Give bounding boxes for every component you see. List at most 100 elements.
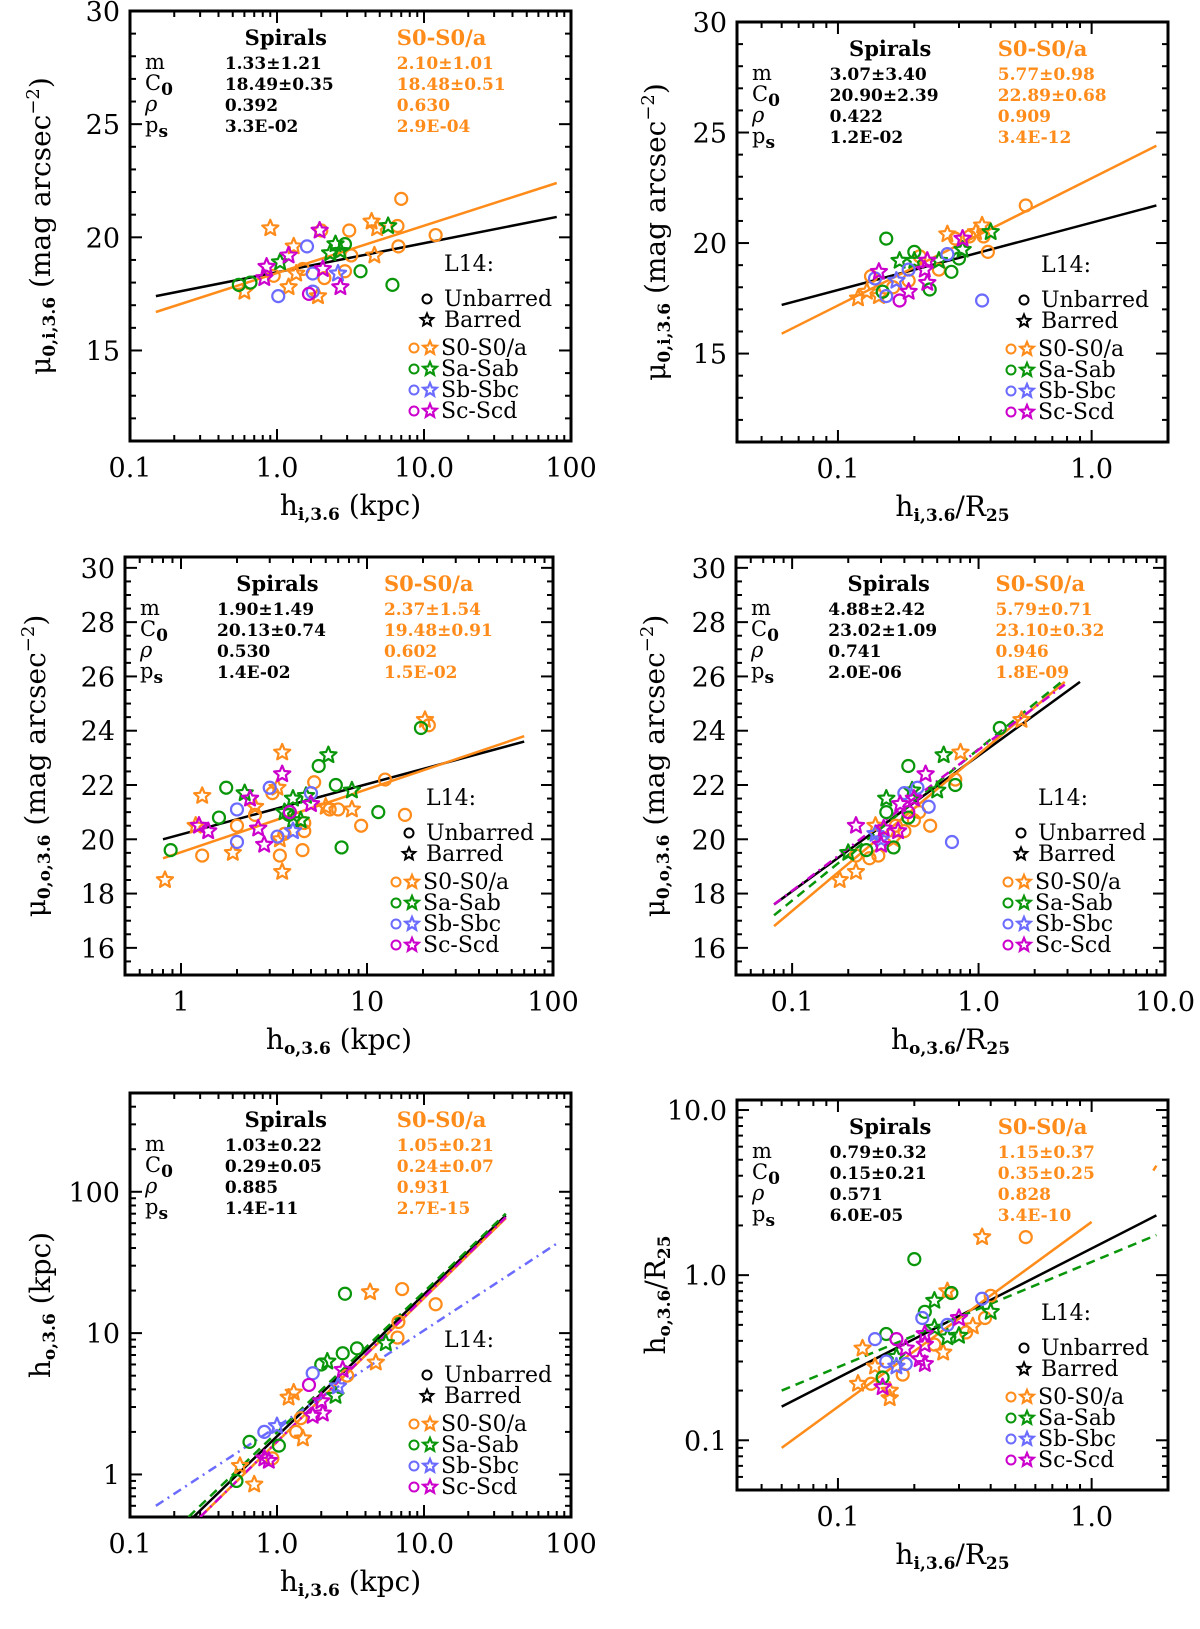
data-point-unbarred <box>897 786 912 801</box>
data-point-unbarred <box>299 239 315 254</box>
legend-marker-label: Unbarred <box>1038 821 1146 846</box>
legend-marker-label: Unbarred <box>1041 1336 1149 1361</box>
data-point-barred <box>283 789 303 807</box>
legend-circle-icon <box>1005 385 1017 397</box>
data-points <box>155 710 436 888</box>
data-point-barred <box>873 1377 892 1396</box>
stats-value-s0: 19.48±0.91 <box>384 621 493 641</box>
data-point-barred <box>301 794 321 812</box>
data-point-unbarred <box>980 244 995 259</box>
panel-top-right: 0.1 1.0 15 20 25 30 hi,3.6/R25 μ0,i,3.6 (mag ar… <box>638 8 1170 526</box>
legend-class-label: Sc-Scd <box>441 399 517 424</box>
stats-value-s0: 23.10±0.32 <box>996 621 1105 641</box>
legend-circle-icon <box>390 918 402 930</box>
data-point-barred <box>331 277 350 296</box>
legend-class-label: Sb-Sbc <box>1035 912 1113 937</box>
stats-value-spirals: 2.0E-06 <box>828 663 902 683</box>
data-point-barred <box>291 810 310 829</box>
data-point-unbarred <box>354 818 369 833</box>
fit-lines <box>780 1165 1158 1449</box>
stats-key: m <box>140 596 160 620</box>
data-point-unbarred <box>948 231 963 246</box>
x-tick-label: 1.0 <box>256 1529 299 1560</box>
data-point-barred <box>880 1388 899 1407</box>
stats-key: ρ <box>139 638 153 662</box>
legend-class-label: Sa-Sab <box>441 357 519 382</box>
data-point-unbarred <box>303 786 319 801</box>
stats-table: Spirals S0-S0/a m 1.33±1.21 2.10±1.01 C0 18.49… <box>144 25 506 142</box>
legend-circle-icon <box>1005 1433 1017 1445</box>
y-tick-label: 16 <box>81 934 115 965</box>
data-point-unbarred <box>901 810 916 825</box>
data-point-unbarred <box>983 1288 998 1303</box>
legend-star-icon <box>1014 935 1034 954</box>
stats-key: ps <box>140 659 163 688</box>
data-point-barred <box>313 1403 332 1422</box>
panel-top-left: 0.1 1.0 10.0 100 15 20 25 30 hi,3.6 (kpc) μ0,i,3.… <box>23 0 597 525</box>
legend-circle-icon <box>390 897 402 909</box>
data-point-unbarred <box>974 293 990 308</box>
stats-key: ps <box>145 113 168 142</box>
data-point-unbarred <box>944 264 959 279</box>
legend-star-icon <box>1017 381 1037 400</box>
data-point-unbarred <box>907 244 922 259</box>
data-point-unbarred <box>337 1286 353 1301</box>
data-point-unbarred <box>229 818 245 833</box>
data-point-unbarred <box>394 191 409 206</box>
fit-lines <box>781 144 1157 335</box>
data-point-barred <box>953 240 972 258</box>
data-point-unbarred <box>271 1438 286 1453</box>
data-point-barred <box>328 263 348 282</box>
data-points <box>830 710 1031 888</box>
fit-line-sa-sab <box>187 1212 507 1517</box>
legend-class-label: S0-S0/a <box>1035 870 1121 895</box>
legend-class-label: Sc-Scd <box>1038 400 1114 425</box>
data-point-barred <box>928 780 947 799</box>
stats-key: m <box>752 1139 772 1163</box>
legend-title: L14: <box>426 786 476 811</box>
x-tick-label: 10.0 <box>1135 987 1195 1018</box>
data-point-unbarred <box>353 264 368 279</box>
legend-marker-label: Barred <box>426 842 503 867</box>
x-tick-label: 100 <box>545 1529 597 1560</box>
y-tick-label: 30 <box>81 554 115 585</box>
legend-class-label: S0-S0/a <box>1038 1385 1124 1410</box>
data-point-barred <box>230 1456 250 1474</box>
stats-value-s0: 22.89±0.68 <box>998 86 1107 106</box>
data-point-unbarred <box>344 248 359 263</box>
data-point-unbarred <box>337 264 353 279</box>
legend-circle-icon <box>390 939 402 951</box>
y-tick-label: 24 <box>81 717 115 748</box>
data-point-unbarred <box>317 270 332 286</box>
data-point-barred <box>949 1308 969 1326</box>
data-point-unbarred <box>944 1285 959 1301</box>
y-tick-label: 22 <box>81 771 115 802</box>
data-point-unbarred <box>892 293 907 308</box>
legend-circle-icon <box>408 405 420 417</box>
x-tick-label: 10.0 <box>394 1529 454 1560</box>
legend-class-label: Sa-Sab <box>1035 891 1113 916</box>
y-tick-label: 15 <box>86 336 120 367</box>
stats-value-spirals: 0.885 <box>225 1178 278 1198</box>
legend-circle-icon <box>1005 1391 1017 1403</box>
legend-circle-icon <box>1005 364 1017 376</box>
plot-frame <box>734 555 1167 977</box>
y-tick-label: 1 <box>103 1460 120 1491</box>
stats-key: C0 <box>145 1153 173 1182</box>
x-tick-label: 1.0 <box>256 453 299 484</box>
data-point-barred <box>981 222 1000 240</box>
stats-value-s0: 3.4E-12 <box>998 128 1072 148</box>
data-point-unbarred <box>1018 198 1033 213</box>
x-tick-label: 0.1 <box>816 1502 859 1533</box>
data-point-barred <box>857 282 876 300</box>
stats-value-s0: 2.9E-04 <box>397 117 471 137</box>
y-tick-label: 0.1 <box>684 1426 727 1457</box>
data-point-barred <box>981 1302 1000 1320</box>
stats-value-s0: 18.48±0.51 <box>397 75 506 95</box>
data-point-barred <box>333 1360 352 1378</box>
y-tick-label: 26 <box>81 662 115 693</box>
legend-class-label: Sc-Scd <box>1035 933 1111 958</box>
y-tick-label: 1.0 <box>684 1261 727 1292</box>
legend-star-icon <box>1014 893 1034 912</box>
